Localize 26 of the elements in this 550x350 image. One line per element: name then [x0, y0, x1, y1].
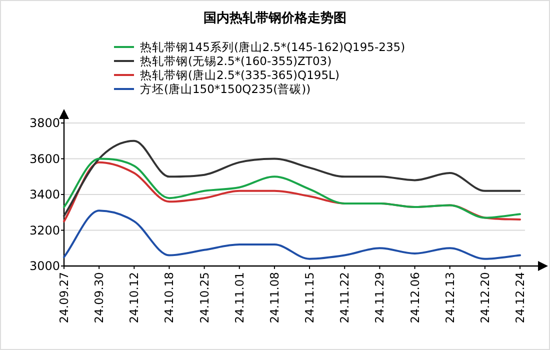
x-tick-label: 24.10.18	[162, 272, 176, 324]
x-tick-label: 24.09.30	[92, 272, 106, 324]
y-tick-label: 3800	[29, 116, 60, 130]
x-tick-label: 24.11.01	[232, 272, 246, 324]
y-tick-label: 3600	[29, 152, 60, 166]
legend-label: 方坯(唐山150*150Q235(普碳))	[140, 82, 311, 96]
x-tick-label: 24.12.20	[478, 272, 492, 324]
x-tick-label: 24.11.29	[372, 272, 387, 324]
y-tick-label: 3200	[29, 223, 60, 238]
legend-label: 热轧带钢(无锡2.5*(160-355)ZT03)	[140, 54, 332, 68]
legend-label: 热轧带钢145系列(唐山2.5*(145-162)Q195-235)	[140, 40, 406, 54]
legend-label: 热轧带钢(唐山2.5*(335-365)Q195L)	[140, 68, 340, 82]
x-tick-label: 24.10.12	[127, 272, 142, 324]
x-tick-label: 24.12.13	[442, 272, 457, 324]
x-tick-label: 24.09.27	[57, 272, 71, 324]
y-tick-label: 3000	[29, 259, 60, 273]
x-tick-label: 24.12.06	[408, 272, 422, 324]
x-tick-label: 24.10.25	[197, 272, 212, 324]
line-series	[63, 210, 521, 260]
x-tick-label: 24.11.22	[338, 272, 352, 324]
chart-title: 国内热轧带钢价格走势图	[204, 10, 346, 26]
line-series	[63, 140, 521, 217]
x-tick-label: 24.12.24	[513, 272, 527, 324]
y-tick-label: 3400	[29, 188, 60, 202]
x-tick-label: 24.11.08	[267, 272, 282, 324]
x-tick-label: 24.11.15	[302, 272, 317, 324]
